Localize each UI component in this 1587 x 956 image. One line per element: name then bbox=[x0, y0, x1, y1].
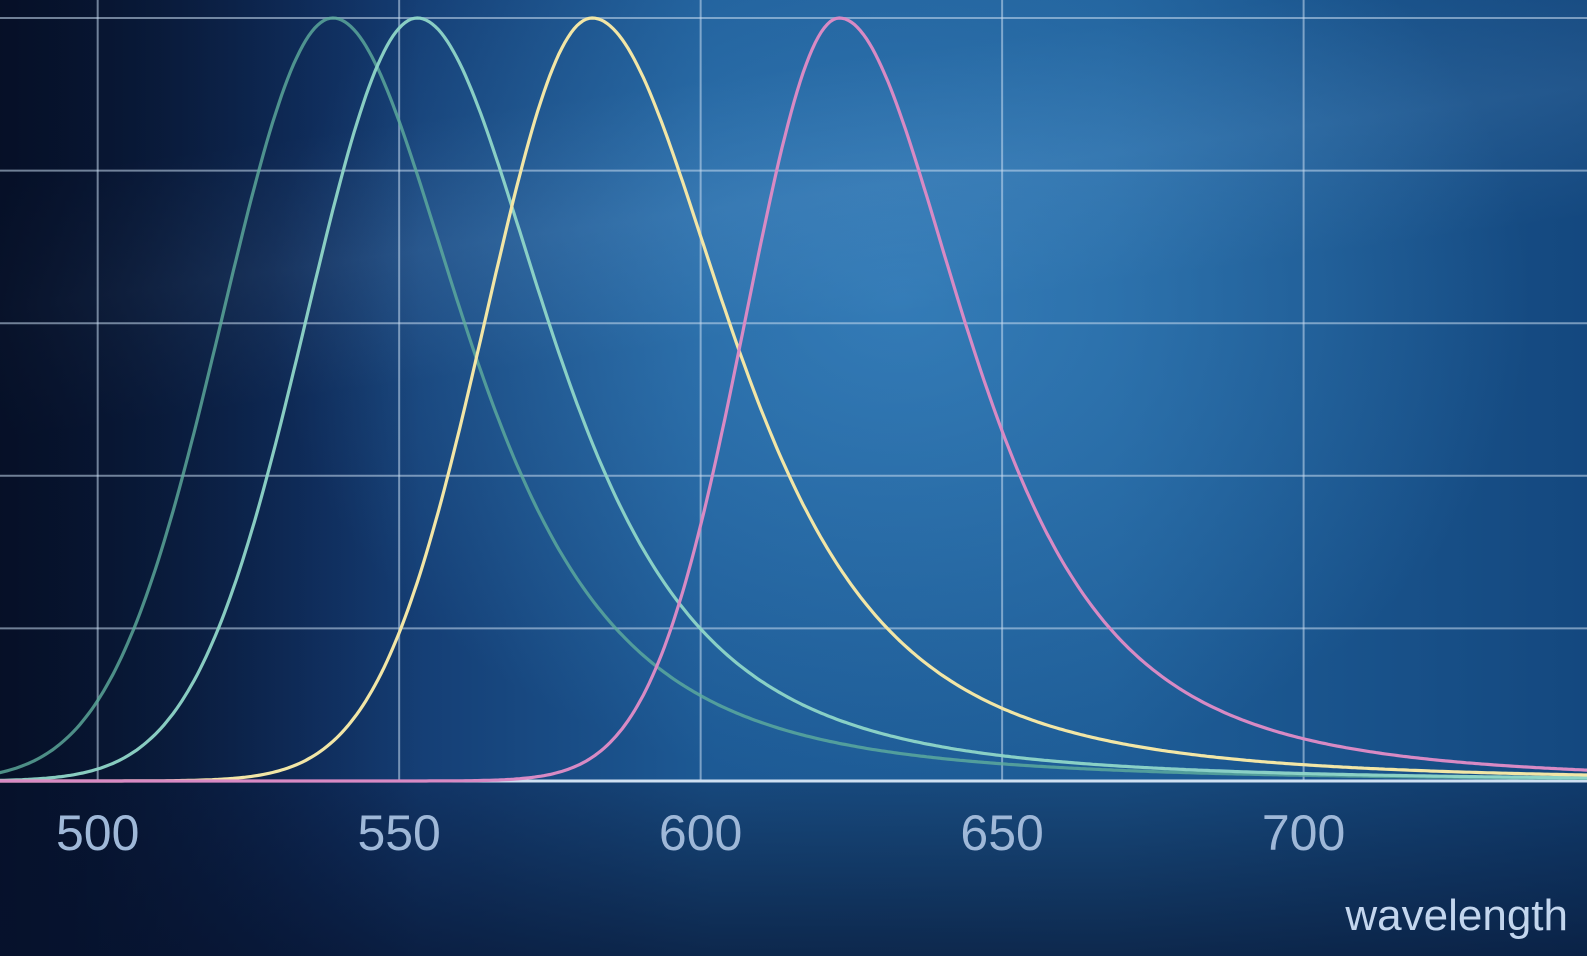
curve-layer bbox=[0, 16, 1587, 783]
series-line-3 bbox=[0, 16, 1587, 783]
series-line-2 bbox=[0, 16, 1587, 782]
x-axis-label: wavelength bbox=[1344, 891, 1568, 940]
x-tick-label: 500 bbox=[56, 805, 139, 861]
x-tick-label: 650 bbox=[960, 805, 1043, 861]
series-line-1 bbox=[0, 16, 1587, 781]
x-tick-label: 550 bbox=[357, 805, 440, 861]
series-line-4 bbox=[0, 16, 1587, 783]
x-tick-label: 700 bbox=[1262, 805, 1345, 861]
x-tick-label: 600 bbox=[659, 805, 742, 861]
x-tick-labels: 5005506006507007 bbox=[56, 805, 1345, 861]
grid-layer bbox=[0, 0, 1587, 781]
